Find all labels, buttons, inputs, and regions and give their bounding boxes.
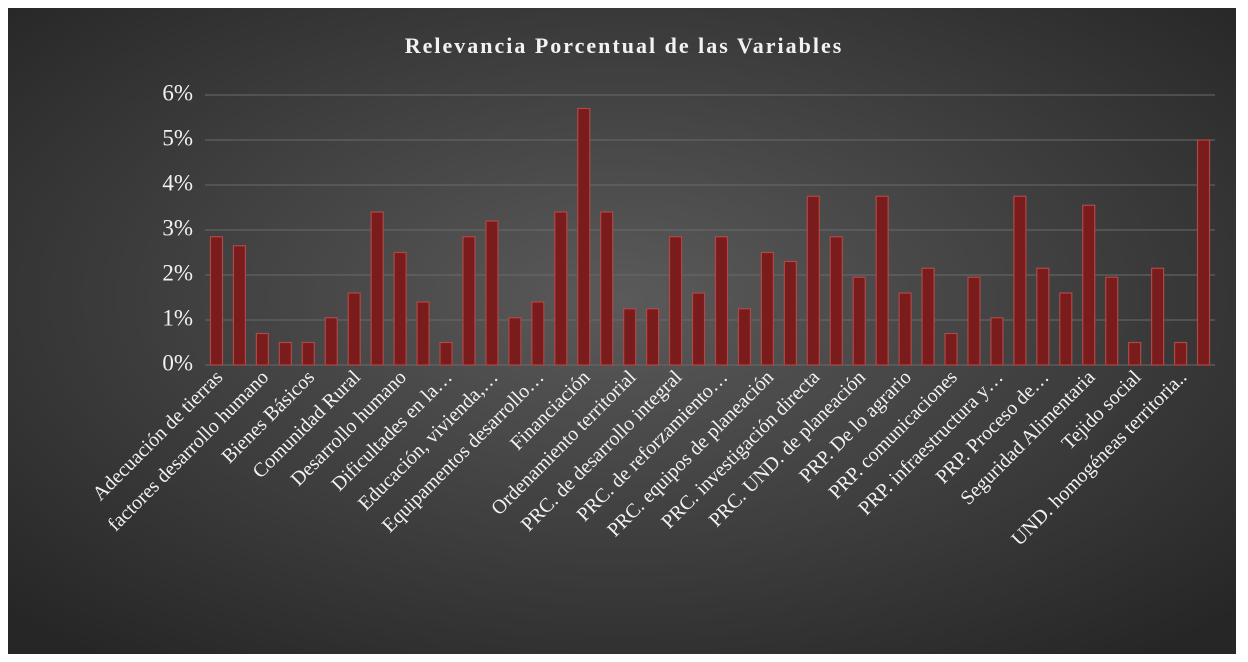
bar bbox=[875, 195, 889, 366]
y-tick-label: 5% bbox=[162, 125, 193, 150]
bar bbox=[1128, 341, 1142, 366]
bar bbox=[1173, 341, 1188, 366]
bar bbox=[439, 341, 453, 366]
bar bbox=[577, 107, 591, 366]
bar bbox=[1059, 292, 1073, 366]
bar bbox=[301, 341, 315, 366]
bar bbox=[416, 301, 430, 366]
bar bbox=[393, 251, 407, 366]
bar bbox=[600, 211, 614, 366]
bar bbox=[944, 332, 958, 366]
y-tick-label: 4% bbox=[162, 170, 193, 195]
bar bbox=[668, 236, 683, 366]
bar bbox=[1105, 276, 1119, 366]
y-tick-label: 0% bbox=[162, 350, 193, 375]
bar bbox=[255, 332, 269, 366]
bar bbox=[324, 317, 338, 366]
bar bbox=[691, 292, 706, 366]
y-tick-label: 1% bbox=[162, 305, 193, 330]
bar bbox=[531, 301, 545, 366]
bar bbox=[783, 260, 797, 366]
bar bbox=[646, 308, 660, 366]
bar bbox=[737, 308, 752, 366]
chart-title: Relevancia Porcentual de las Variables bbox=[405, 33, 844, 58]
bar bbox=[508, 317, 522, 366]
bar bbox=[278, 341, 292, 366]
bar bbox=[1013, 195, 1027, 366]
bar bbox=[623, 308, 637, 366]
bar bbox=[1082, 204, 1096, 366]
bar bbox=[1036, 267, 1050, 366]
bar bbox=[232, 245, 247, 366]
bar bbox=[714, 236, 729, 366]
bar bbox=[554, 211, 568, 366]
bar bbox=[829, 236, 843, 366]
bar bbox=[898, 292, 912, 366]
bar bbox=[852, 276, 866, 366]
bar bbox=[760, 251, 774, 366]
bar bbox=[209, 236, 224, 366]
bar bbox=[806, 195, 820, 366]
y-tick-label: 3% bbox=[162, 215, 193, 240]
bar bbox=[1196, 139, 1211, 366]
bar bbox=[1151, 267, 1165, 366]
bar bbox=[967, 276, 981, 366]
y-tick-label: 2% bbox=[162, 260, 193, 285]
bar bbox=[370, 211, 384, 366]
bar bbox=[347, 292, 361, 366]
bar bbox=[921, 267, 935, 366]
bar bbox=[990, 317, 1004, 366]
y-tick-label: 6% bbox=[162, 80, 193, 105]
bar bbox=[485, 220, 499, 366]
bar bbox=[462, 236, 476, 366]
